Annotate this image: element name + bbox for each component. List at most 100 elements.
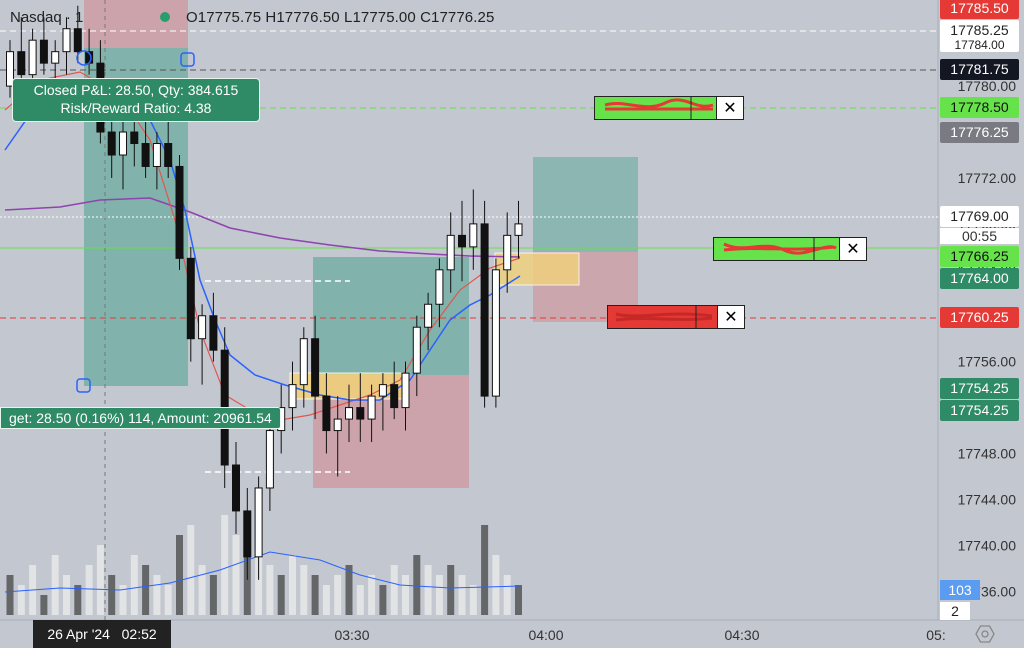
time-axis: 03:30 04:00 04:30 05: xyxy=(334,627,945,643)
volume-bar xyxy=(209,575,217,615)
candle xyxy=(141,120,150,178)
volume-bar xyxy=(176,535,183,615)
volume-bar xyxy=(277,575,285,615)
price-tick-label: 17780.00 xyxy=(958,78,1017,94)
close-icon[interactable]: ✕ xyxy=(716,97,743,119)
candle xyxy=(186,246,195,362)
volume-bar xyxy=(164,585,172,615)
low-value: L17775.00 xyxy=(344,8,416,26)
candle xyxy=(424,292,433,351)
volume-bar xyxy=(390,565,398,615)
candle xyxy=(265,419,274,511)
volume-bar xyxy=(198,565,206,615)
price-tick-label: 17740.00 xyxy=(958,537,1017,553)
price-tick-label: 17756.00 xyxy=(958,354,1017,370)
volume-bar xyxy=(40,595,48,615)
ma-purple-line xyxy=(4,197,521,258)
scribble-mark xyxy=(615,306,713,328)
candle xyxy=(175,155,184,270)
volume-bar xyxy=(515,585,522,615)
closed-pnl-tooltip: Closed P&L: 28.50, Qty: 384.615 Risk/Rew… xyxy=(12,78,260,122)
volume-bar xyxy=(345,565,353,615)
target-info-tag: get: 28.50 (0.16%) 114, Amount: 20961.54 xyxy=(0,407,281,429)
order-panel-stop-loss[interactable]: ✕ xyxy=(607,305,745,329)
time-tick-label: 03:30 xyxy=(334,627,369,643)
volume-bar xyxy=(108,575,116,615)
volume-bar xyxy=(187,525,195,615)
symbol-name[interactable]: Nasdaq · 1 xyxy=(10,8,84,26)
order-panel-take-profit[interactable]: ✕ xyxy=(594,96,744,120)
candle xyxy=(378,373,387,431)
candle xyxy=(288,361,297,431)
volume-bar xyxy=(119,585,127,615)
candle xyxy=(17,17,26,87)
countdown-label: 00:55 xyxy=(940,228,1019,244)
crosshair-date-label: 26 Apr '24 02:52 xyxy=(33,620,171,648)
candle xyxy=(299,327,308,408)
volume-bar xyxy=(300,565,308,615)
price-tag: 17754.25 xyxy=(940,400,1019,421)
volume-bar xyxy=(492,555,500,615)
volume-bar xyxy=(221,515,229,615)
drag-handle[interactable] xyxy=(76,378,91,393)
price-tick-label: 17744.00 xyxy=(958,491,1017,507)
candle xyxy=(62,17,71,75)
candle xyxy=(503,212,512,293)
volume-bar xyxy=(130,555,138,615)
volume-bar xyxy=(85,565,93,615)
price-tag: 17778.50 xyxy=(940,97,1019,118)
volume-bar xyxy=(402,575,409,615)
risk-reward-text: Risk/Reward Ratio: 4.38 xyxy=(60,100,212,116)
candle xyxy=(491,258,500,408)
candle xyxy=(322,373,331,454)
volume-bar xyxy=(142,565,150,615)
volume-bar xyxy=(322,585,330,615)
volume-bar xyxy=(469,585,477,615)
close-icon[interactable]: ✕ xyxy=(717,306,744,328)
crosshair-time: 02:52 xyxy=(121,626,157,642)
volume-bar xyxy=(232,535,240,615)
price-tag: 17754.25 xyxy=(940,378,1019,399)
interval-label: 1 xyxy=(75,8,84,26)
volume-bar xyxy=(17,585,25,615)
candle xyxy=(356,373,365,443)
symbol-header: Nasdaq · 1 O17775.75 H17776.50 L17775.00… xyxy=(0,0,494,34)
long-position-3-profit-zone[interactable] xyxy=(533,157,638,252)
scribble-mark xyxy=(604,97,714,119)
candle xyxy=(209,292,218,362)
candle xyxy=(152,132,161,190)
volume-bar xyxy=(424,565,432,615)
volume-bar xyxy=(447,565,455,615)
drag-handle[interactable] xyxy=(76,50,92,66)
candle xyxy=(311,315,320,420)
time-tick-label: 04:30 xyxy=(724,627,759,643)
price-tag: 17769.00 xyxy=(940,206,1019,227)
scribble-mark xyxy=(723,238,837,260)
drag-handle[interactable] xyxy=(180,52,195,67)
candle xyxy=(232,442,240,534)
gear-icon[interactable] xyxy=(975,625,995,643)
candle xyxy=(164,120,173,178)
candle xyxy=(243,487,252,580)
volume-bar xyxy=(368,575,376,615)
order-panel-entry[interactable]: ✕ xyxy=(713,237,867,261)
candle xyxy=(345,384,353,443)
volume-bar xyxy=(356,585,364,615)
volume-bar xyxy=(74,585,82,615)
symbol-label: Nasdaq xyxy=(10,8,62,26)
market-status-icon xyxy=(160,12,170,22)
order-scribble xyxy=(608,306,717,328)
candle xyxy=(480,200,489,408)
volume-bar xyxy=(413,555,421,615)
close-value: C17776.25 xyxy=(420,8,495,26)
candle xyxy=(514,200,523,259)
long-position-1-loss-zone[interactable] xyxy=(84,0,188,48)
candle xyxy=(119,120,127,190)
volume-bar xyxy=(503,575,511,615)
long-position-2-profit-zone[interactable] xyxy=(313,257,469,375)
volume-bar xyxy=(481,525,489,615)
volume-bar xyxy=(153,575,161,615)
candle xyxy=(412,315,421,397)
close-icon[interactable]: ✕ xyxy=(839,238,866,260)
price-tag: 17785.50 xyxy=(940,0,1019,19)
